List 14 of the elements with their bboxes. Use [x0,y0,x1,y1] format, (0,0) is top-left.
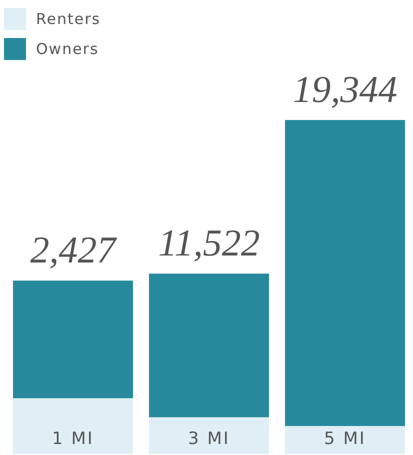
text: 19,344 [292,69,398,111]
x-tick-label: 1 MI [52,429,94,449]
legend-label: Owners [36,40,99,58]
annotation: 2,427 [30,230,118,272]
x-tick-label: 3 MI [188,429,230,449]
bar [149,417,269,454]
bar [285,120,405,426]
legend-label: Renters [36,10,101,28]
bar [13,398,133,454]
annotation: 11,522 [158,222,260,265]
bar [149,274,269,418]
bar [285,426,405,454]
bar [13,280,133,398]
x-tick-label: 5 MI [324,429,366,449]
